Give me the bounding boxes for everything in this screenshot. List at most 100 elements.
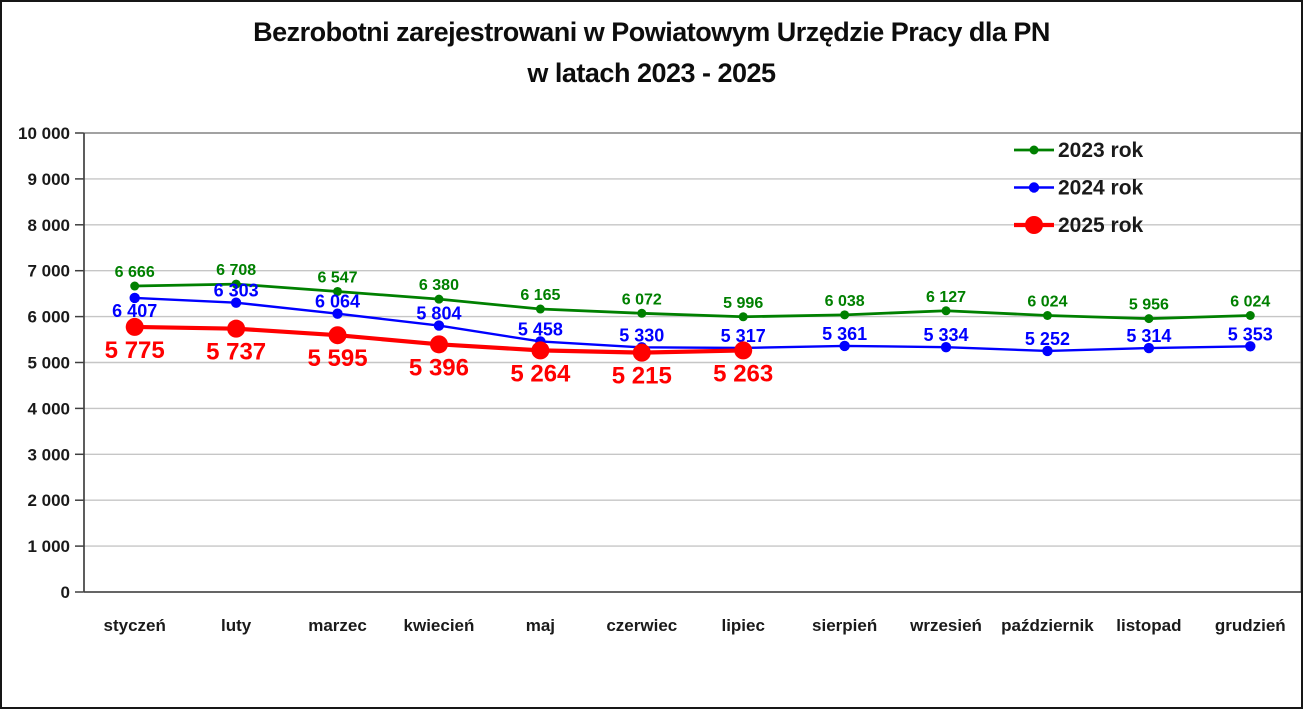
chart-title-line2: w latach 2023 - 2025 [527,57,776,88]
y-axis-ticks [75,132,84,593]
data-label: 6 407 [112,301,157,321]
data-point [125,317,144,336]
data-point [839,340,850,352]
data-point [941,306,951,316]
data-label: 6 708 [216,262,256,279]
x-axis-label: luty [221,616,252,635]
x-axis-label: sierpień [812,616,877,635]
data-label: 6 380 [419,277,459,294]
data-point [535,304,545,314]
y-tick-label: 1 000 [27,537,70,556]
data-label: 5 956 [1129,297,1169,314]
y-tick-label: 10 000 [18,124,70,143]
data-label: 6 038 [825,293,865,310]
y-axis-labels: 0 1 000 2 000 3 000 4 000 5 000 6 000 7 000 8 00… [18,124,70,602]
legend-label: 2025 rok [1058,214,1144,237]
data-label: 5 314 [1126,326,1171,346]
data-label: 6 666 [115,264,155,281]
x-axis-labels: styczeń luty marzec kwiecień maj czerwiec lipi… [104,616,1286,635]
data-point [1042,310,1052,320]
x-axis-label: marzec [308,616,367,635]
x-axis-label: lipiec [721,616,764,635]
x-axis-label: grudzień [1215,616,1286,635]
legend: 2023 rok 2024 rok 2025 rok [1014,139,1144,237]
data-label: 5 263 [713,360,773,387]
axes [83,133,1301,593]
data-point [1245,310,1255,320]
chart-title: Bezrobotni zarejestrowani w Powiatowym U… [2,12,1301,93]
data-point [129,292,140,304]
data-point [434,294,444,304]
data-label: 5 215 [612,363,672,390]
data-label: 5 396 [409,354,469,381]
y-tick-label: 0 [61,583,70,602]
data-point [130,281,140,291]
legend-item-2025-rok: 2025 rok [1014,214,1144,237]
x-axis-label: maj [526,616,555,635]
data-point [333,286,343,296]
data-label: 5 317 [721,326,766,346]
data-label: 5 353 [1228,324,1273,344]
x-axis-label: październik [1001,616,1094,635]
series-2023-rok: 6 666 6 708 6 547 6 380 6 165 6 072 5 996 6 038… [115,262,1270,324]
data-label: 5 330 [619,325,664,345]
series-line [134,296,1251,353]
data-point [840,310,850,320]
data-label: 5 334 [924,325,969,345]
data-point [328,326,347,345]
data-point [231,279,241,289]
data-label: 6 024 [1230,293,1270,310]
x-axis-label: wrzesień [909,616,982,635]
data-label: 5 775 [105,337,165,364]
data-point [230,297,242,308]
data-label: 6 127 [926,289,966,306]
data-label: 5 252 [1025,329,1070,349]
data-label: 5 264 [510,360,571,387]
data-point [1042,345,1053,357]
legend-marker [1029,145,1039,155]
series-2025-rok: 5 775 5 737 5 595 5 396 5 264 5 215 5 263 [105,317,773,390]
data-point [734,341,753,360]
legend-marker [1028,182,1040,193]
data-label: 5 804 [416,304,461,324]
y-tick-label: 3 000 [27,445,70,464]
x-axis-label: kwiecień [404,616,475,635]
legend-item-2023-rok: 2023 rok [1014,139,1144,162]
gridlines [84,132,1301,547]
data-label: 5 737 [206,339,266,366]
legend-marker [1025,216,1043,234]
chart-title-line1: Bezrobotni zarejestrowani w Powiatowym U… [253,17,1050,47]
data-point [332,308,343,319]
data-point [429,335,448,354]
data-point [637,308,647,318]
data-label: 5 595 [308,345,368,372]
data-point [632,343,651,362]
data-point [1245,341,1256,352]
x-axis-label: listopad [1116,616,1181,635]
data-point [1144,314,1154,324]
data-label: 6 064 [315,292,360,312]
data-label: 6 165 [520,287,560,304]
y-tick-label: 4 000 [27,399,70,418]
data-point [1143,342,1155,354]
data-point [531,341,550,360]
y-tick-label: 9 000 [27,170,70,189]
data-label: 5 458 [518,319,563,339]
x-axis-label: czerwiec [606,616,677,635]
data-point [433,320,445,331]
y-tick-label: 6 000 [27,308,70,327]
y-tick-label: 7 000 [27,262,70,281]
x-axis-label: styczeń [104,616,166,635]
data-label: 6 303 [214,281,259,301]
data-point [738,312,748,322]
data-point [940,341,952,353]
legend-label: 2023 rok [1058,139,1144,162]
legend-label: 2024 rok [1058,177,1144,200]
series-line [134,282,1251,321]
y-tick-label: 8 000 [27,216,70,235]
data-label: 5 996 [723,295,763,312]
data-label: 6 547 [318,269,358,286]
data-label: 5 361 [822,324,867,344]
